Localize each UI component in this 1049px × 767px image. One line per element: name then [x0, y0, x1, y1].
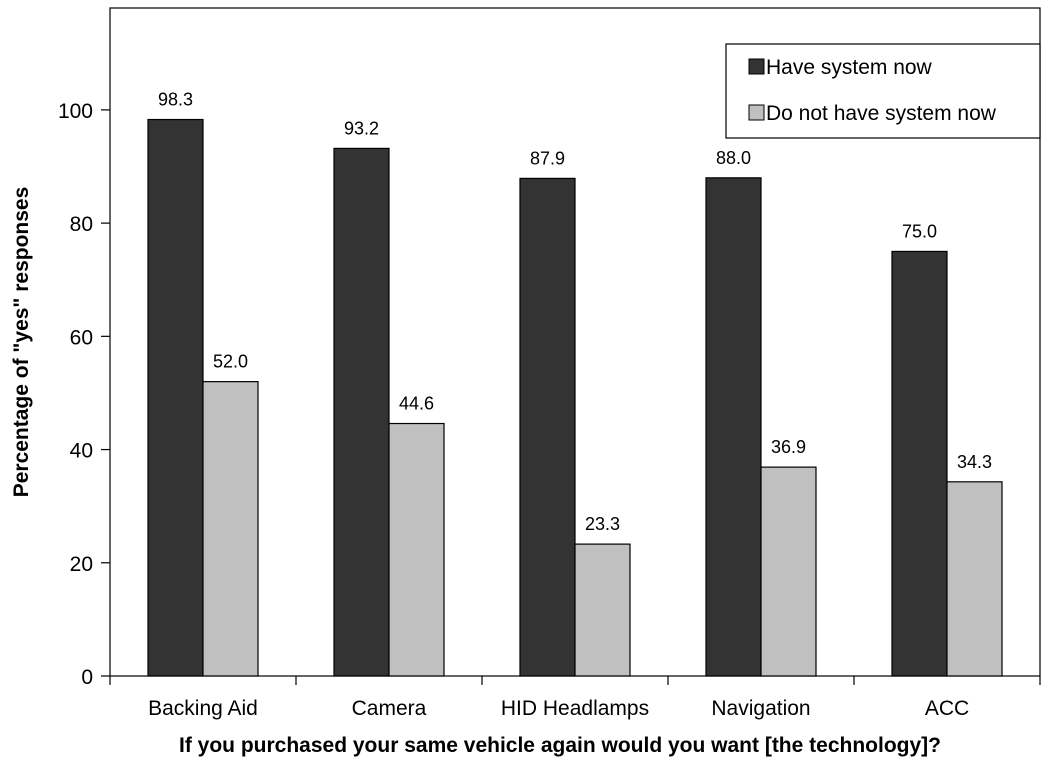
bar-have-system-now-acc: [891, 250, 948, 677]
data-label-do-not-have-system-now-hid-headlamps: 23.3: [585, 514, 620, 534]
x-tick-label-navigation: Navigation: [711, 697, 810, 720]
bar-have-system-now-hid-headlamps: [519, 177, 576, 677]
x-tick-label-backing-aid: Backing Aid: [148, 697, 258, 720]
bar-have-system-now-backing-aid: [147, 118, 204, 677]
bar-have-system-now-navigation: [705, 177, 762, 677]
x-axis: Backing Aid Camera HID Headlamps Navigation…: [109, 676, 1041, 720]
legend-swatch-have-system-now: [748, 58, 765, 75]
y-tick-label-40: 40: [70, 440, 93, 463]
legend-label-do-not-have-system-now: Do not have system now: [766, 102, 997, 125]
x-tick-label-hid-headlamps: HID Headlamps: [501, 697, 649, 720]
data-label-do-not-have-system-now-backing-aid: 52.0: [213, 352, 248, 372]
bar-do-not-have-system-now-navigation: [760, 466, 817, 677]
data-label-do-not-have-system-now-acc: 34.3: [957, 452, 992, 472]
legend: Have system now Do not have system now: [725, 43, 1041, 139]
bar-do-not-have-system-now-camera: [388, 422, 445, 677]
bars: [147, 118, 1003, 677]
bar-have-system-now-camera: [333, 147, 390, 677]
y-tick-label-0: 0: [81, 666, 93, 689]
bar-do-not-have-system-now-acc: [946, 481, 1003, 677]
legend-label-have-system-now: Have system now: [766, 56, 933, 79]
data-label-have-system-now-hid-headlamps: 87.9: [530, 148, 565, 168]
y-tick-label-80: 80: [70, 213, 93, 236]
data-label-have-system-now-camera: 93.2: [344, 118, 379, 138]
y-axis-title: Percentage of "yes" responses: [10, 187, 33, 498]
data-label-do-not-have-system-now-navigation: 36.9: [771, 437, 806, 457]
y-tick-label-60: 60: [70, 326, 93, 349]
x-tick-label-acc: ACC: [925, 697, 969, 720]
bar-do-not-have-system-now-backing-aid: [202, 381, 259, 677]
y-tick-label-20: 20: [70, 553, 93, 576]
data-label-have-system-now-acc: 75.0: [902, 221, 937, 241]
legend-swatch-do-not-have-system-now: [748, 104, 765, 121]
data-label-have-system-now-backing-aid: 98.3: [158, 90, 193, 110]
x-tick-label-camera: Camera: [352, 697, 427, 720]
y-tick-label-100: 100: [58, 100, 93, 123]
data-label-do-not-have-system-now-camera: 44.6: [399, 394, 434, 414]
bar-do-not-have-system-now-hid-headlamps: [574, 543, 631, 677]
legend-box: [725, 43, 1041, 139]
data-labels: 98.3 93.2 87.9 88.0 75.0 52.0 44.6 23.3 36.9 34.3: [158, 90, 992, 535]
x-axis-title: If you purchased your same vehicle again…: [179, 734, 941, 757]
data-label-have-system-now-navigation: 88.0: [716, 148, 751, 168]
